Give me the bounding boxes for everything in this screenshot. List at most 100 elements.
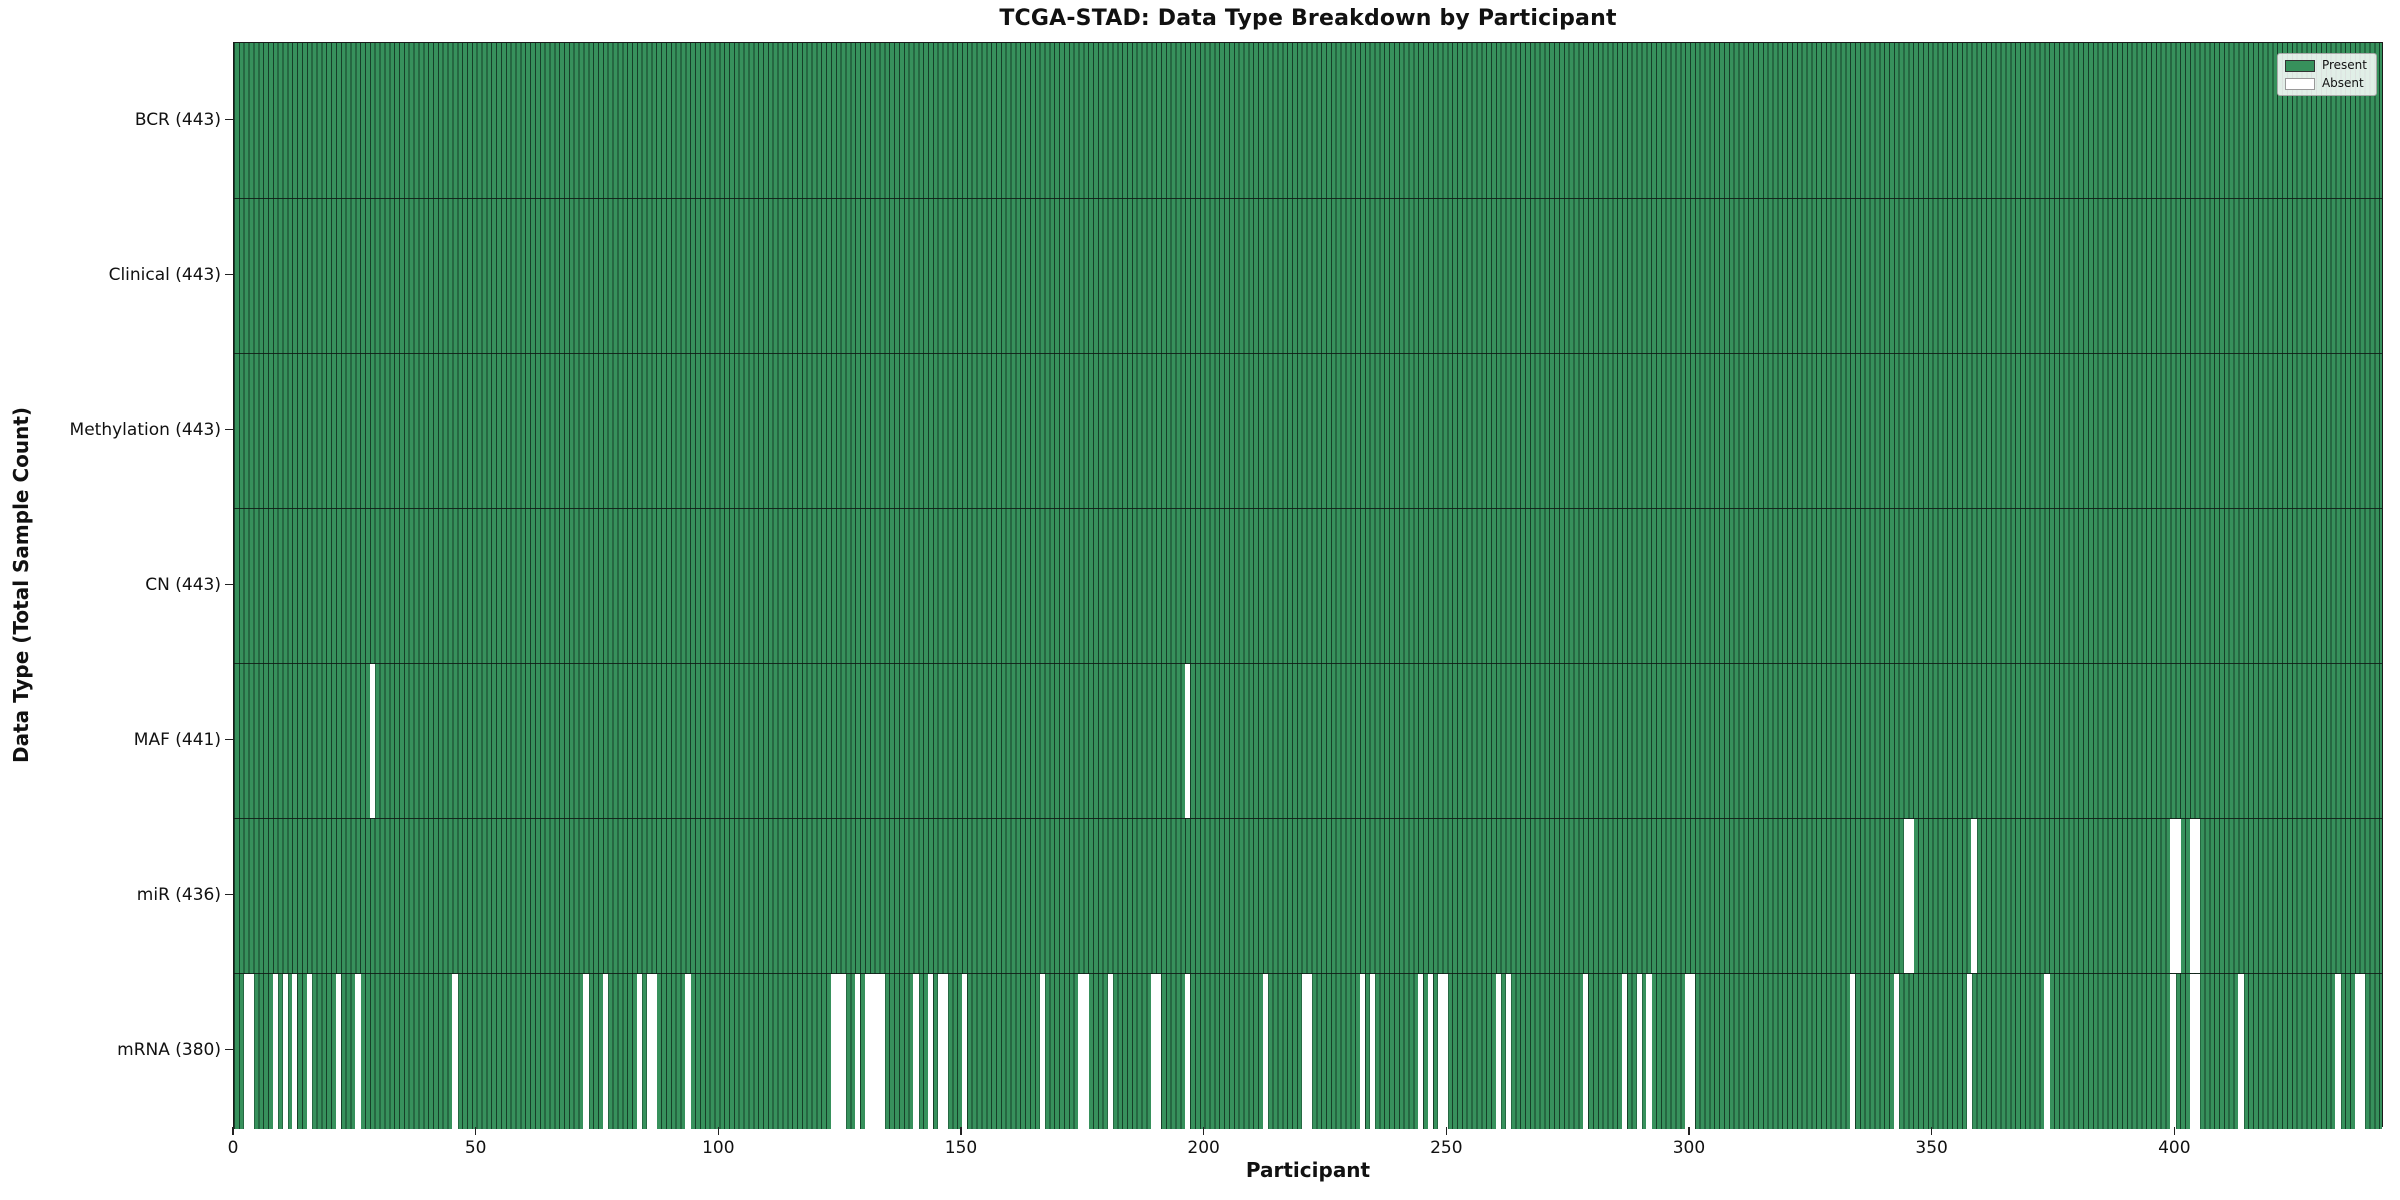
x-tick-mark: [1202, 1127, 1205, 1135]
absent-cell: [1359, 974, 1366, 1129]
absent-cell: [292, 974, 298, 1129]
absent-cell: [646, 974, 652, 1129]
heatmap-row-bcr: [234, 43, 2382, 198]
y-tick-mark: [225, 428, 233, 431]
absent-cell: [2335, 974, 2341, 1129]
heatmap-row-clinical: [234, 198, 2382, 354]
absent-cell: [1427, 974, 1434, 1129]
absent-cell: [2354, 974, 2361, 1129]
absent-cell: [2170, 819, 2176, 974]
x-tick-mark: [717, 1127, 720, 1135]
absent-cell: [272, 974, 279, 1129]
legend: Present Absent: [2276, 53, 2377, 96]
absent-cell: [2238, 974, 2244, 1129]
x-tick-mark: [1930, 1127, 1933, 1135]
absent-cell: [1156, 974, 1162, 1129]
absent-cell: [1908, 819, 1914, 974]
absent-cell: [1185, 664, 1191, 819]
absent-cell: [1151, 974, 1157, 1129]
heatmap-row-methylation: [234, 353, 2382, 509]
absent-cell: [879, 974, 885, 1129]
y-tick-mark: [225, 1048, 233, 1051]
x-tick-mark: [232, 1127, 234, 1135]
absent-cell: [835, 974, 842, 1129]
x-tick-mark: [1688, 1127, 1690, 1135]
y-tick-mark: [225, 583, 233, 586]
y-tick-mark: [225, 118, 233, 121]
absent-cell: [2189, 819, 2196, 974]
absent-cell: [2175, 819, 2181, 974]
absent-cell: [830, 974, 837, 1129]
absent-cell: [2194, 819, 2200, 974]
absent-cell: [2170, 974, 2176, 1129]
absent-cell: [355, 974, 361, 1129]
absent-cell: [1966, 974, 1972, 1129]
absent-cell: [1636, 974, 1642, 1129]
y-tick-label-mir: miR (436): [136, 884, 221, 905]
y-tick-label-cn: CN (443): [145, 574, 221, 595]
absent-cell: [864, 974, 871, 1129]
absent-cell: [1437, 974, 1443, 1129]
legend-absent-label: Absent: [2321, 76, 2364, 90]
absent-cell: [1107, 974, 1113, 1129]
heatmap-row-mrna: [234, 973, 2382, 1129]
legend-present-swatch-icon: [2284, 59, 2315, 72]
absent-cell: [335, 974, 342, 1129]
absent-cell: [1262, 974, 1269, 1129]
absent-cell: [961, 974, 968, 1129]
y-tick-mark: [225, 273, 233, 276]
absent-cell: [1893, 974, 1900, 1129]
absent-cell: [1301, 974, 1307, 1129]
x-tick-label: 0: [227, 1138, 239, 1158]
x-tick-mark: [960, 1127, 962, 1135]
absent-cell: [306, 974, 313, 1129]
absent-cell: [1369, 974, 1375, 1129]
absent-cell: [1622, 974, 1628, 1129]
absent-cell: [1083, 974, 1089, 1129]
absent-cell: [942, 974, 948, 1129]
absent-cell: [869, 974, 876, 1129]
x-tick-label: 350: [1915, 1138, 1948, 1158]
absent-cell: [937, 974, 943, 1129]
absent-cell: [1039, 974, 1045, 1129]
y-tick-label-maf: MAF (441): [133, 729, 221, 750]
heatmap-row-mir: [234, 818, 2382, 974]
absent-cell: [874, 974, 880, 1129]
absent-cell: [282, 974, 288, 1129]
absent-cell: [1418, 974, 1424, 1129]
absent-cell: [583, 974, 589, 1129]
absent-cell: [248, 974, 254, 1129]
absent-cell: [1078, 974, 1084, 1129]
heatmap-row-cn: [234, 508, 2382, 664]
absent-cell: [928, 974, 934, 1129]
y-tick-label-bcr: BCR (443): [134, 109, 221, 130]
absent-cell: [1850, 974, 1856, 1129]
x-tick-label: 200: [1187, 1138, 1220, 1158]
legend-absent-swatch-icon: [2284, 77, 2315, 90]
absent-cell: [452, 974, 458, 1129]
absent-cell: [2194, 974, 2200, 1129]
y-tick-label-methylation: Methylation (443): [69, 419, 221, 440]
absent-cell: [1495, 974, 1502, 1129]
absent-cell: [636, 974, 643, 1129]
x-tick-mark: [474, 1127, 477, 1135]
absent-cell: [369, 664, 376, 819]
y-tick-mark: [225, 738, 233, 741]
absent-cell: [651, 974, 657, 1129]
absent-cell: [1685, 974, 1691, 1129]
absent-cell: [243, 974, 249, 1129]
absent-cell: [1971, 819, 1977, 974]
absent-cell: [602, 974, 609, 1129]
plot-area: Present Absent: [233, 42, 2383, 1129]
x-tick-mark: [2173, 1127, 2176, 1135]
absent-cell: [1185, 974, 1191, 1129]
x-tick-label: 100: [702, 1138, 735, 1158]
absent-cell: [840, 974, 846, 1129]
chart-title: TCGA-STAD: Data Type Breakdown by Partic…: [999, 6, 1617, 31]
legend-item-present: Present: [2284, 59, 2367, 72]
x-tick-label: 150: [944, 1138, 978, 1158]
x-axis-label: Participant: [1245, 1158, 1371, 1182]
absent-cell: [855, 974, 861, 1129]
absent-cell: [2189, 974, 2196, 1129]
